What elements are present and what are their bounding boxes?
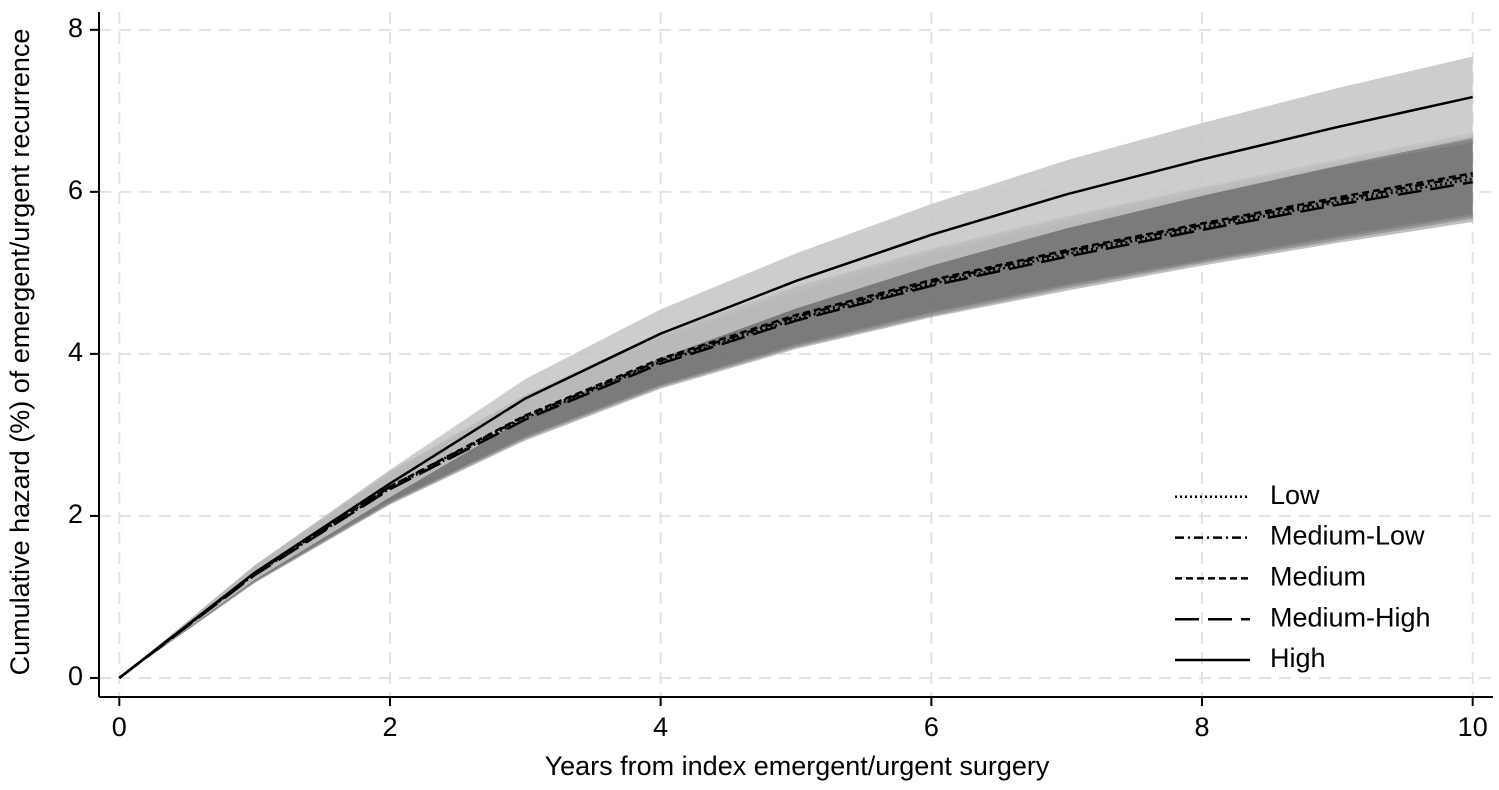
x-tick-label: 0 [112,712,127,742]
confidence-band [119,132,1473,678]
x-tick-label: 6 [924,712,939,742]
series-line [118,174,1473,679]
y-tick-label: 8 [68,13,83,43]
y-tick-label: 0 [68,661,83,691]
legend-label: Medium-Low [1270,521,1425,551]
x-tick-label: 10 [1458,712,1488,742]
confidence-band [119,135,1473,678]
series-line [118,171,1473,679]
y-axis-label: Cumulative hazard (%) of emergent/urgent… [5,29,35,676]
x-axis-label: Years from index emergent/urgent surgery [545,751,1050,781]
series-line [118,177,1473,679]
confidence-band [119,139,1473,678]
confidence-band [119,142,1473,678]
series-line [118,180,1473,679]
x-tick-label: 8 [1195,712,1210,742]
series-line [118,95,1473,679]
y-tick-label: 6 [68,175,83,205]
legend-label: Medium-High [1270,602,1431,632]
legend-label: High [1270,643,1326,673]
legend-label: Low [1270,480,1320,510]
y-tick-label: 4 [68,337,83,367]
legend-label: Medium [1270,562,1366,592]
y-tick-label: 2 [68,499,83,529]
x-tick-label: 4 [653,712,668,742]
x-tick-label: 2 [382,712,397,742]
confidence-band [119,56,1473,678]
